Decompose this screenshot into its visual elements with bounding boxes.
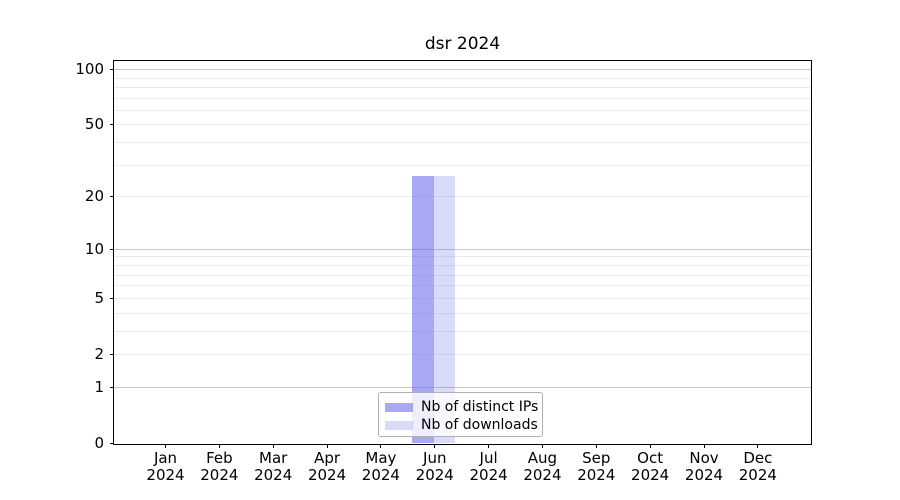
plot-area: [113, 60, 812, 445]
x-tick-mark: [488, 444, 490, 448]
x-tick-mark: [703, 444, 705, 448]
y-tick-mark: [110, 297, 114, 299]
minor-gridline: [114, 256, 811, 258]
minor-gridline: [114, 77, 811, 79]
minor-gridline: [114, 330, 811, 332]
major-gridline: [114, 69, 811, 71]
y-tick-mark: [110, 386, 114, 388]
legend-label-distinct-ips: Nb of distinct IPs: [421, 399, 539, 415]
y-tick-label: 20: [84, 187, 104, 206]
y-tick-mark: [110, 124, 114, 126]
x-tick-label: Apr 2024: [307, 449, 347, 484]
bar-nb-of-downloads: [433, 175, 456, 443]
y-tick-mark: [110, 353, 114, 355]
x-tick-mark: [595, 444, 597, 448]
y-tick-label: 5: [94, 288, 104, 307]
legend: Nb of distinct IPs Nb of downloads: [378, 392, 543, 437]
x-tick-mark: [649, 444, 651, 448]
legend-row-downloads: Nb of downloads: [385, 416, 538, 434]
legend-swatch-downloads: [385, 420, 413, 430]
minor-gridline: [114, 297, 811, 299]
minor-gridline: [114, 285, 811, 287]
x-tick-label: Jul 2024: [469, 449, 508, 484]
minor-gridline: [114, 353, 811, 355]
x-tick-mark: [434, 444, 436, 448]
minor-gridline: [114, 274, 811, 276]
x-tick-label: Oct 2024: [631, 449, 670, 484]
minor-gridline: [114, 97, 811, 99]
legend-label-downloads: Nb of downloads: [421, 417, 538, 433]
x-tick-label: Jan 2024: [146, 449, 185, 484]
y-tick-label: 2: [94, 344, 104, 363]
minor-gridline: [114, 124, 811, 126]
x-tick-label: Feb 2024: [200, 449, 239, 484]
x-tick-mark: [757, 444, 759, 448]
x-tick-label: May 2024: [361, 449, 400, 484]
minor-gridline: [114, 109, 811, 111]
chart-title: dsr 2024: [424, 34, 501, 54]
x-tick-label: Dec 2024: [738, 449, 777, 484]
x-tick-mark: [218, 444, 220, 448]
minor-gridline: [114, 86, 811, 88]
y-tick-label: 10: [84, 239, 104, 258]
y-tick-label: 50: [84, 115, 104, 134]
x-tick-label: Aug 2024: [523, 449, 562, 484]
minor-gridline: [114, 264, 811, 266]
x-tick-label: Sep 2024: [577, 449, 616, 484]
x-tick-mark: [541, 444, 543, 448]
legend-row-distinct-ips: Nb of distinct IPs: [385, 398, 538, 416]
y-tick-label: 100: [75, 60, 104, 79]
y-tick-mark: [110, 443, 114, 444]
minor-gridline: [114, 312, 811, 314]
x-tick-mark: [165, 444, 166, 448]
y-tick-label: 0: [94, 434, 104, 452]
x-tick-label: Nov 2024: [684, 449, 724, 484]
minor-gridline: [114, 164, 811, 166]
x-tick-mark: [272, 444, 274, 448]
x-tick-label: Mar 2024: [254, 449, 293, 484]
major-gridline: [114, 248, 811, 250]
major-gridline: [114, 386, 811, 388]
legend-swatch-distinct-ips: [385, 402, 413, 412]
x-tick-mark: [326, 444, 328, 448]
y-tick-mark: [110, 248, 114, 250]
minor-gridline: [114, 196, 811, 198]
y-tick-label: 1: [94, 377, 104, 396]
minor-gridline: [114, 142, 811, 144]
y-tick-mark: [110, 69, 114, 71]
bar-nb-of-distinct-ips: [412, 175, 434, 443]
y-tick-mark: [110, 196, 114, 198]
x-tick-label: Jun 2024: [415, 449, 454, 484]
x-tick-mark: [380, 444, 382, 448]
